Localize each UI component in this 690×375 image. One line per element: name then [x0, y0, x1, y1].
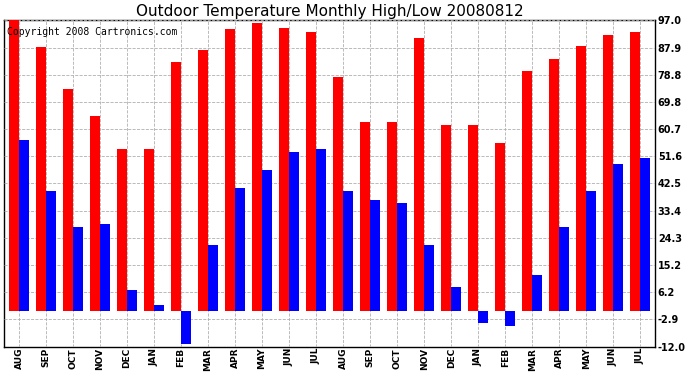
- Bar: [414, 38, 424, 310]
- Bar: [252, 23, 262, 310]
- Bar: [586, 191, 596, 310]
- Bar: [532, 275, 542, 310]
- Bar: [46, 191, 57, 310]
- Bar: [316, 149, 326, 310]
- Bar: [522, 71, 532, 310]
- Bar: [559, 227, 569, 310]
- Bar: [360, 122, 370, 310]
- Bar: [208, 245, 218, 310]
- Bar: [549, 59, 559, 310]
- Bar: [306, 32, 316, 310]
- Bar: [73, 227, 83, 310]
- Bar: [9, 20, 19, 310]
- Bar: [279, 28, 289, 310]
- Bar: [576, 46, 586, 310]
- Bar: [370, 200, 380, 310]
- Bar: [640, 158, 651, 310]
- Bar: [171, 62, 181, 310]
- Bar: [441, 125, 451, 310]
- Bar: [343, 191, 353, 310]
- Bar: [495, 143, 505, 310]
- Text: Copyright 2008 Cartronics.com: Copyright 2008 Cartronics.com: [8, 27, 178, 37]
- Bar: [262, 170, 273, 310]
- Bar: [144, 149, 154, 310]
- Bar: [63, 89, 73, 310]
- Bar: [225, 29, 235, 310]
- Bar: [630, 32, 640, 310]
- Bar: [505, 310, 515, 326]
- Bar: [387, 122, 397, 310]
- Bar: [154, 304, 164, 310]
- Bar: [36, 47, 46, 310]
- Bar: [181, 310, 191, 344]
- Bar: [235, 188, 246, 310]
- Bar: [198, 50, 208, 310]
- Bar: [397, 203, 407, 310]
- Bar: [289, 152, 299, 310]
- Bar: [117, 149, 127, 310]
- Bar: [424, 245, 435, 310]
- Bar: [613, 164, 624, 310]
- Bar: [127, 290, 137, 310]
- Bar: [19, 140, 29, 310]
- Bar: [468, 125, 478, 310]
- Bar: [478, 310, 489, 322]
- Bar: [603, 35, 613, 310]
- Title: Outdoor Temperature Monthly High/Low 20080812: Outdoor Temperature Monthly High/Low 200…: [136, 4, 524, 19]
- Bar: [90, 116, 100, 310]
- Bar: [451, 287, 462, 310]
- Bar: [100, 224, 110, 310]
- Bar: [333, 77, 343, 310]
